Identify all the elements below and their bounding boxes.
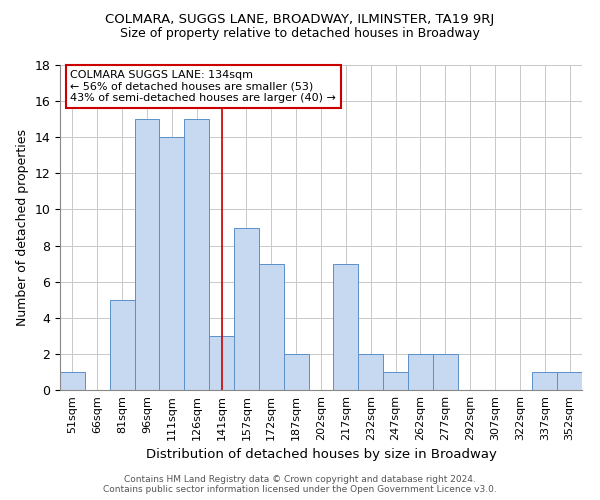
X-axis label: Distribution of detached houses by size in Broadway: Distribution of detached houses by size … <box>146 448 496 462</box>
Bar <box>160 137 184 390</box>
Bar <box>433 354 458 390</box>
Bar <box>60 372 85 390</box>
Bar <box>408 354 433 390</box>
Y-axis label: Number of detached properties: Number of detached properties <box>16 129 29 326</box>
Text: Size of property relative to detached houses in Broadway: Size of property relative to detached ho… <box>120 28 480 40</box>
Bar <box>358 354 383 390</box>
Text: Contains HM Land Registry data © Crown copyright and database right 2024.
Contai: Contains HM Land Registry data © Crown c… <box>103 474 497 494</box>
Text: COLMARA, SUGGS LANE, BROADWAY, ILMINSTER, TA19 9RJ: COLMARA, SUGGS LANE, BROADWAY, ILMINSTER… <box>106 12 494 26</box>
Text: COLMARA SUGGS LANE: 134sqm
← 56% of detached houses are smaller (53)
43% of semi: COLMARA SUGGS LANE: 134sqm ← 56% of deta… <box>70 70 337 103</box>
Bar <box>110 300 134 390</box>
Bar <box>284 354 308 390</box>
Bar <box>184 119 209 390</box>
Bar <box>334 264 358 390</box>
Bar <box>383 372 408 390</box>
Bar <box>234 228 259 390</box>
Bar <box>209 336 234 390</box>
Bar <box>532 372 557 390</box>
Bar <box>134 119 160 390</box>
Bar <box>259 264 284 390</box>
Bar <box>557 372 582 390</box>
